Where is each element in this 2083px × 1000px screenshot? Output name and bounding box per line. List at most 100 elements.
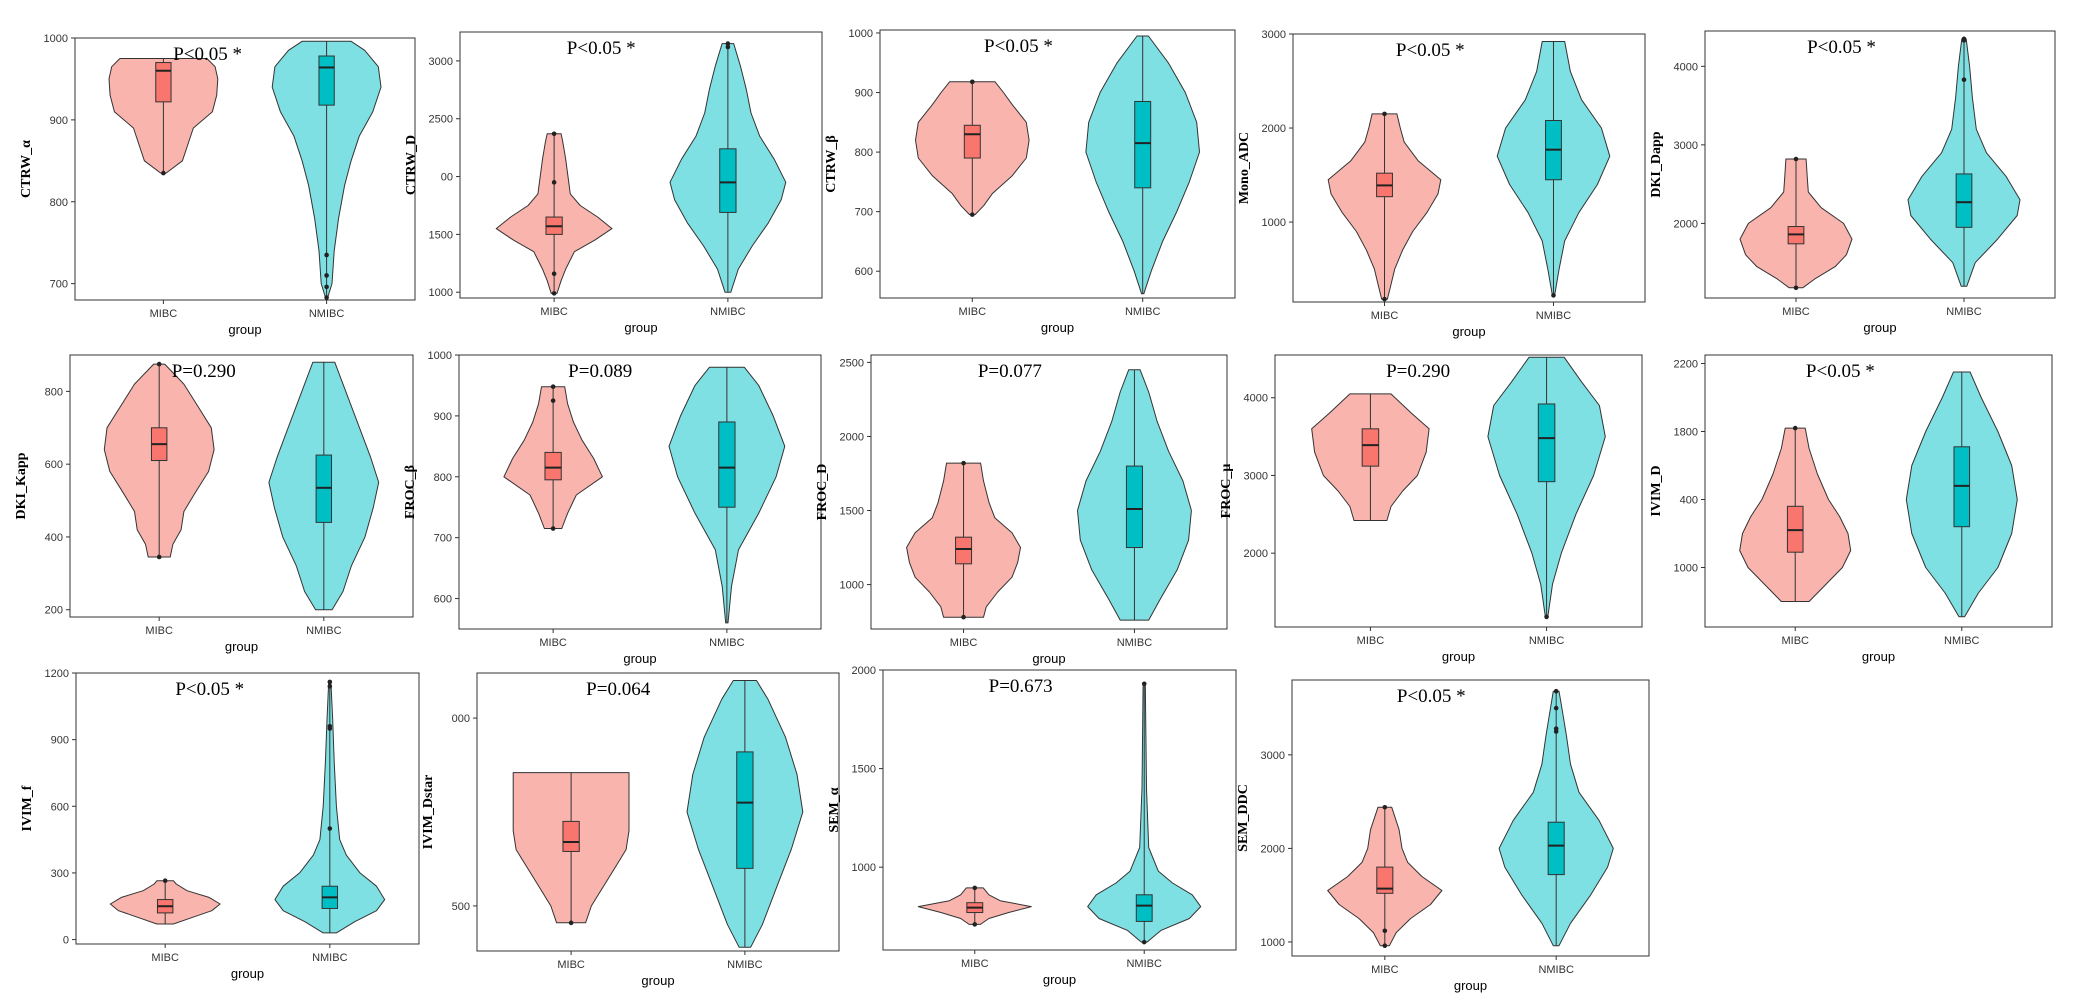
x-tick-label: NMIBC	[1125, 306, 1161, 318]
y-tick-label: 2000	[1262, 123, 1286, 135]
x-tick-label: MIBC	[540, 306, 568, 318]
violin-chart-11: 0 300 600 900 1200 MIBC NMIBC group IVIM_f P<0.05…	[20, 668, 420, 981]
violin-chart-12: 500 000 MIBC NMIBC group IVIM_Dstar P=0.064	[421, 672, 840, 988]
y-tick-label: 600	[855, 266, 873, 278]
y-tick-label: 1000	[1674, 563, 1698, 575]
x-axis-label: group	[1862, 649, 1895, 664]
violin-chart-13: 1000 1500 2000 MIBC NMIBC group SEM_α P=0.673	[827, 665, 1237, 987]
outlier-point	[1544, 614, 1549, 620]
y-tick-label: 1000	[44, 33, 68, 45]
p-value-label: P<0.05 *	[567, 38, 636, 59]
violin-chart-7: 600 700 800 900 1000 MIBC NMIBC group FROC_β P=0.…	[403, 350, 822, 666]
outlier-point	[551, 131, 557, 137]
y-tick-label: 1500	[852, 764, 876, 776]
y-tick-label: 0	[63, 935, 69, 947]
y-tick-label: 900	[434, 411, 452, 423]
y-tick-label: 800	[434, 472, 452, 484]
y-tick-label: 3000	[1244, 470, 1268, 482]
p-value-label: P=0.077	[978, 361, 1042, 382]
p-value-label: P<0.05 *	[1397, 686, 1466, 707]
outlier-point	[1793, 156, 1799, 162]
y-tick-label: 700	[434, 533, 452, 545]
x-axis-label: group	[1452, 324, 1485, 339]
p-value-label: P=0.064	[586, 679, 651, 700]
outlier-point	[324, 284, 329, 290]
x-tick-label: MIBC	[961, 958, 989, 970]
box-mibc	[155, 62, 172, 103]
y-tick-label: 2000	[1674, 218, 1698, 230]
y-tick-label: 400	[45, 532, 63, 544]
outlier-point	[551, 180, 557, 185]
y-tick-label: 1000	[429, 287, 453, 299]
y-tick-label: 2500	[429, 114, 453, 126]
y-tick-label: 2500	[840, 357, 864, 369]
outlier-point	[1961, 36, 1967, 42]
y-axis-label: IVIM_D	[1649, 465, 1664, 516]
y-tick-label: 400	[1680, 495, 1698, 507]
outlier-point	[1553, 688, 1559, 694]
violin-chart-3: 600 700 800 900 1000 MIBC NMIBC group CTRW_β P<0.…	[824, 28, 1236, 335]
x-tick-label: NMIBC	[710, 306, 746, 318]
y-axis-label: CTRW_β	[824, 135, 839, 192]
violin-chart-2: 1000 1500 00 2500 3000 MIBC NMIBC group CTRW_D P<…	[404, 31, 823, 335]
p-value-label: P<0.05 *	[984, 36, 1053, 57]
y-tick-label: 900	[50, 115, 68, 127]
outlier-point	[156, 554, 162, 560]
outlier-point	[1382, 804, 1388, 810]
x-tick-label: MIBC	[1781, 635, 1809, 647]
outlier-point	[327, 724, 333, 729]
violin-chart-9: 2000 3000 4000 MIBC NMIBC group FROC_μ P=0.290	[1219, 354, 1643, 664]
x-axis-label: group	[1863, 320, 1896, 335]
outlier-point	[324, 252, 329, 258]
x-tick-label: NMIBC	[309, 308, 345, 320]
y-tick-label: 00	[441, 172, 453, 184]
x-tick-label: NMIBC	[727, 959, 763, 971]
y-tick-label: 900	[51, 735, 69, 747]
x-tick-label: NMIBC	[1529, 635, 1565, 647]
x-axis-label: group	[1043, 972, 1076, 987]
outlier-point	[961, 460, 966, 466]
y-tick-label: 800	[50, 197, 68, 209]
outlier-point	[1961, 77, 1967, 82]
box-mibc	[1361, 428, 1380, 467]
x-tick-label: NMIBC	[306, 625, 342, 637]
x-tick-label: NMIBC	[1536, 310, 1572, 322]
y-axis-label: FROC_μ	[1219, 464, 1234, 519]
violin-chart-1: 700 800 900 1000 MIBC NMIBC group CTRW_α P<0.05 …	[19, 33, 416, 337]
x-tick-label: MIBC	[1371, 964, 1399, 976]
violin-chart-5: 2000 3000 4000 MIBC NMIBC group DKI_Dapp P<0.05…	[1649, 30, 2056, 335]
box-mibc	[562, 820, 580, 852]
x-tick-label: NMIBC	[1946, 306, 1982, 318]
x-tick-label: MIBC	[1371, 310, 1399, 322]
outlier-point	[156, 361, 162, 367]
outlier-point	[1382, 296, 1387, 302]
x-axis-label: group	[1442, 649, 1475, 664]
box-nmibc	[1955, 173, 1973, 228]
outlier-point	[327, 826, 333, 831]
y-tick-label: 000	[452, 713, 470, 725]
y-axis-label: DKI_Kapp	[14, 452, 29, 519]
box-nmibc	[318, 55, 335, 106]
box-mibc	[955, 536, 973, 565]
outlier-point	[327, 679, 333, 685]
x-tick-label: MIBC	[557, 959, 585, 971]
y-axis-label: DKI_Dapp	[1649, 131, 1664, 197]
p-value-label: P=0.290	[1386, 361, 1450, 382]
x-axis-label: group	[228, 322, 261, 337]
y-axis-label: IVIM_Dstar	[421, 775, 436, 850]
x-axis-label: group	[1454, 978, 1487, 993]
p-value-label: P=0.673	[989, 676, 1053, 697]
y-tick-label: 600	[51, 801, 69, 813]
y-tick-label: 300	[51, 868, 69, 880]
y-axis-label: CTRW_α	[19, 140, 34, 198]
violin-chart-10: 1000 400 1800 2200 MIBC NMIBC group IVIM_D P<0.0…	[1649, 354, 2053, 664]
box-nmibc	[1135, 894, 1153, 922]
y-tick-label: 1000	[428, 350, 452, 362]
y-axis-label: CTRW_D	[404, 135, 419, 195]
x-tick-label: MIBC	[1782, 306, 1810, 318]
x-axis-label: group	[1032, 651, 1065, 666]
p-value-label: P<0.05 *	[1396, 40, 1465, 61]
outlier-point	[1553, 726, 1559, 731]
x-axis-label: group	[624, 320, 657, 335]
